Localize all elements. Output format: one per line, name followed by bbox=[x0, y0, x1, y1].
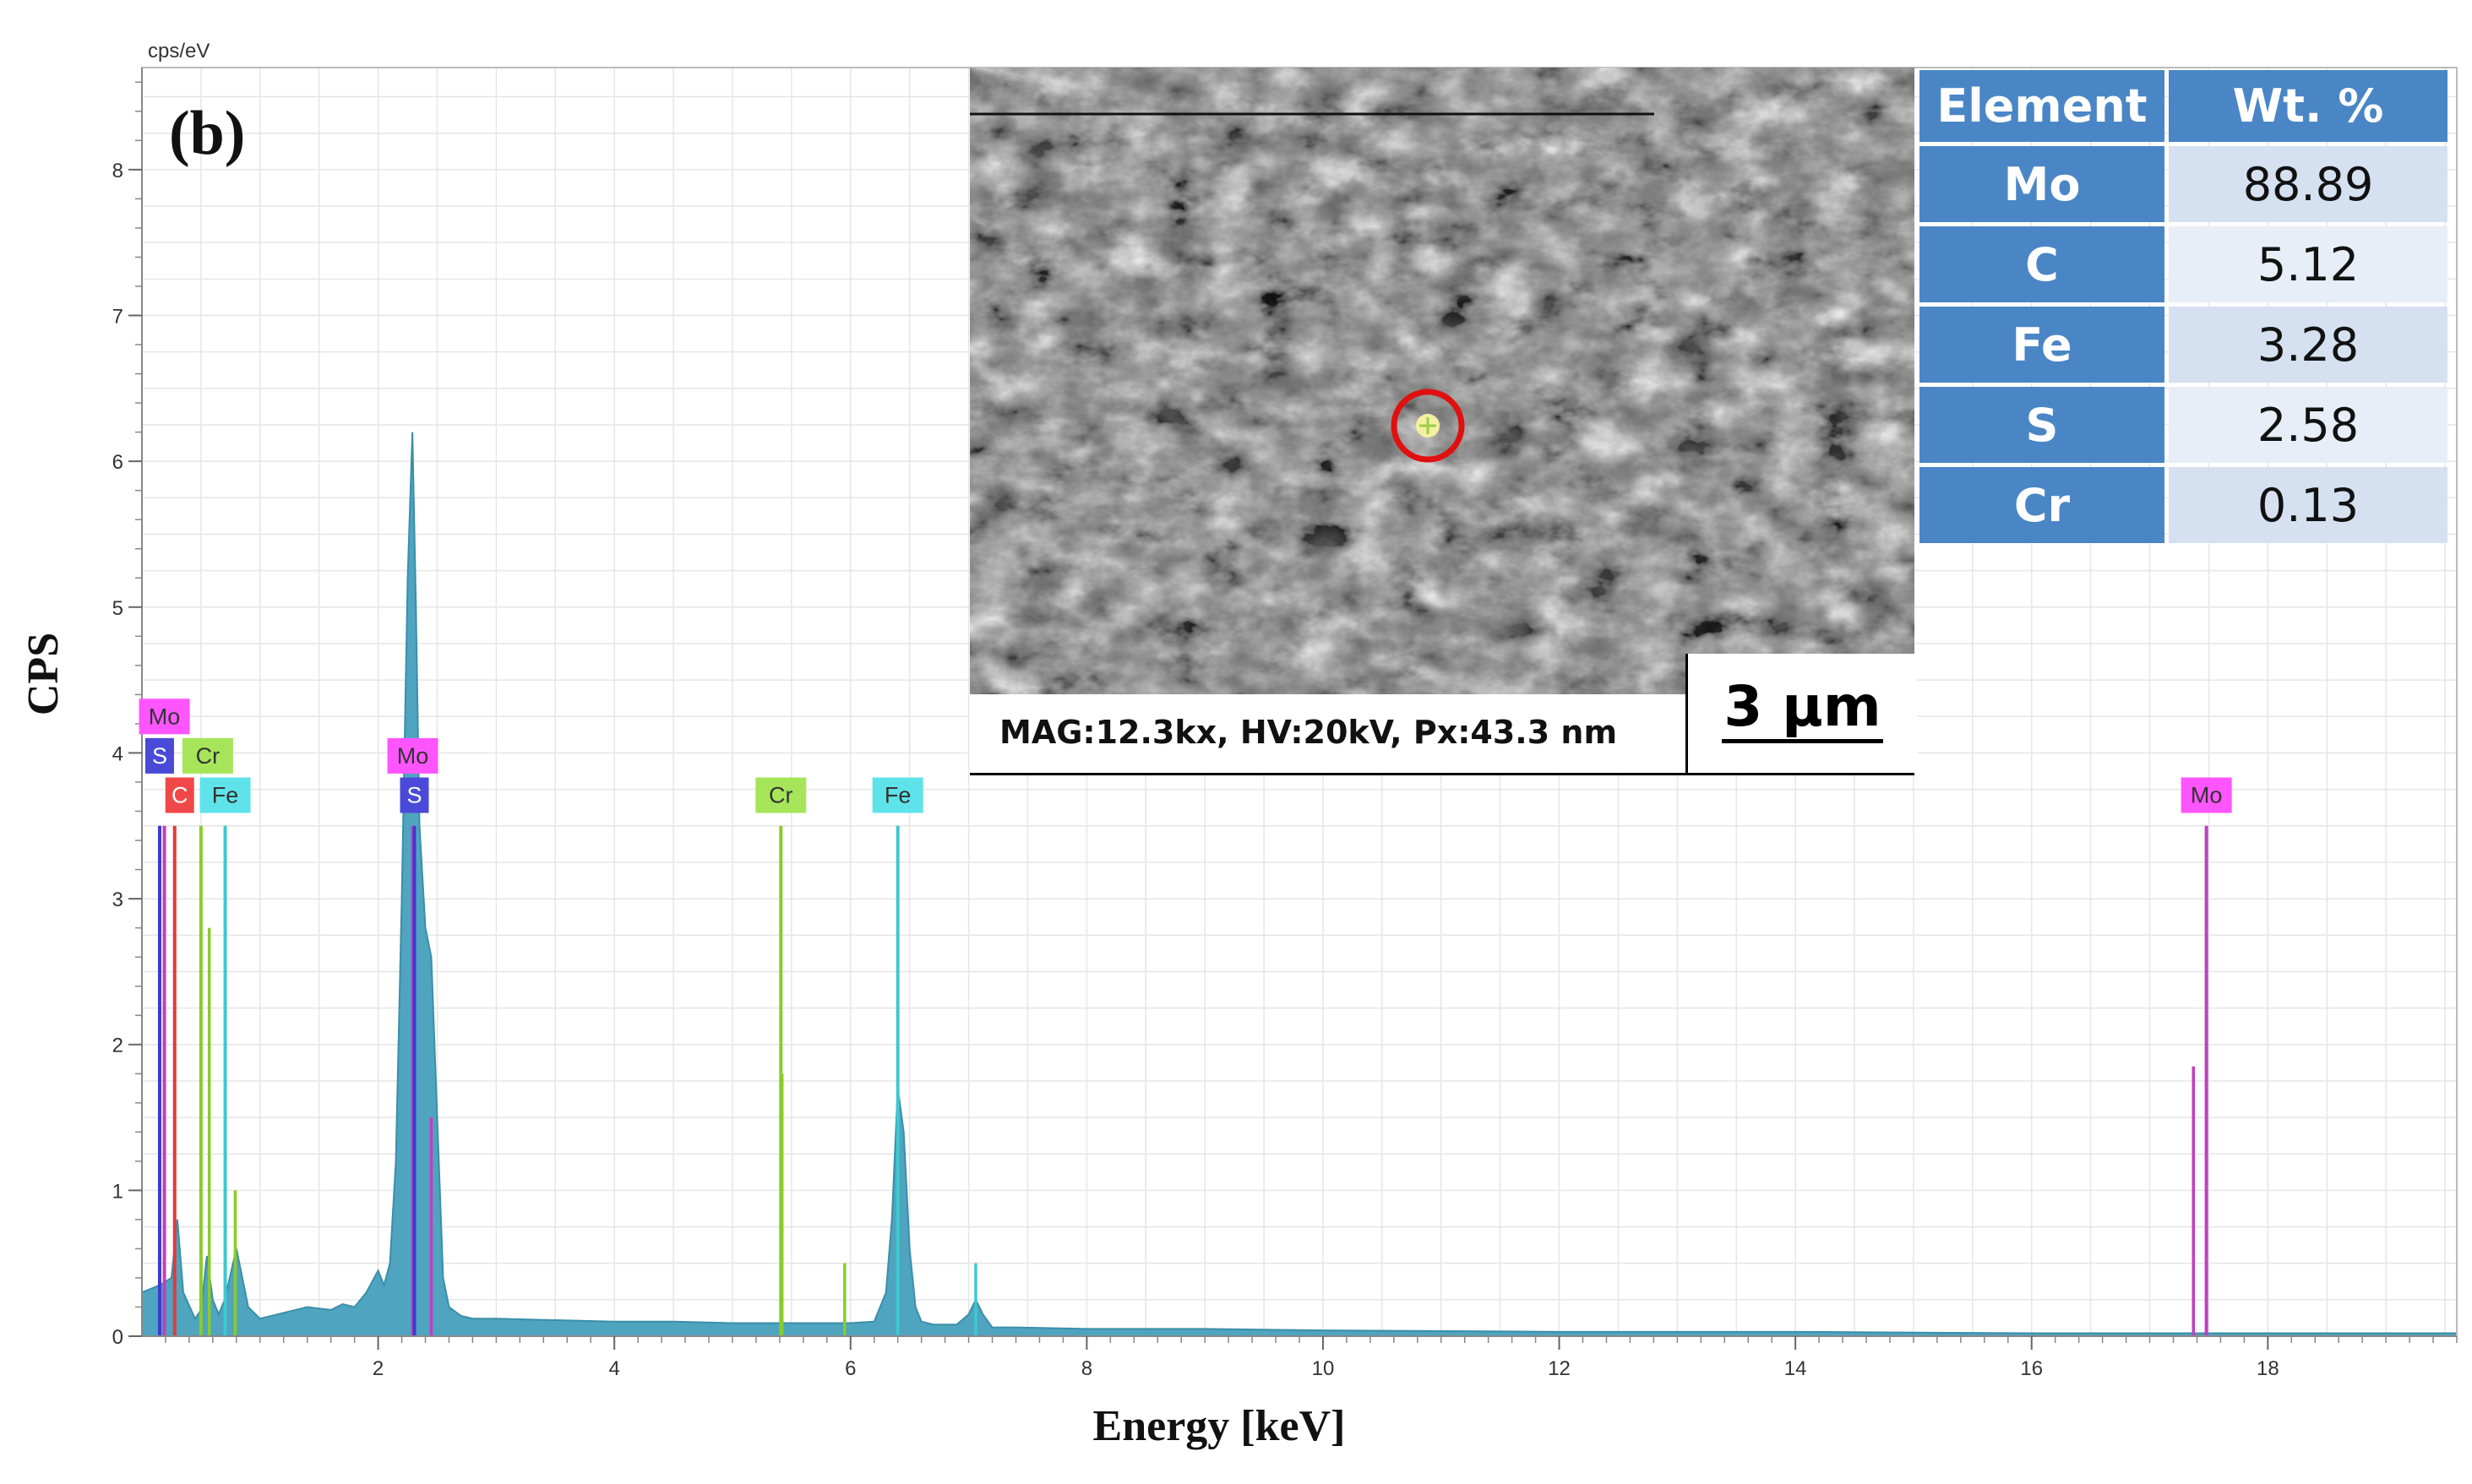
element-label-box bbox=[387, 737, 438, 774]
element-label-fe: Fe bbox=[872, 777, 923, 813]
panel-label: (b) bbox=[169, 99, 245, 168]
element-cell: Mo bbox=[1919, 146, 2164, 222]
weight-cell: 2.58 bbox=[2169, 387, 2447, 463]
scale-bar-label: 3 µm bbox=[1688, 674, 1917, 743]
sem-caption: MAG:12.3kx, HV:20kV, Px:43.3 nm bbox=[999, 714, 1618, 751]
y-unit-label: cps/eV bbox=[148, 40, 210, 63]
table-row: Mo 88.89 bbox=[1919, 146, 2447, 222]
element-label-text: Cr bbox=[196, 743, 221, 769]
header-weight-percent: Wt. % bbox=[2169, 70, 2447, 142]
element-label-box bbox=[755, 777, 807, 813]
element-label-text: Fe bbox=[885, 782, 912, 807]
y-axis-title: CPS bbox=[19, 633, 68, 715]
element-label-text: C bbox=[172, 782, 188, 807]
element-label-text: S bbox=[152, 743, 167, 769]
x-tick-label: 4 bbox=[609, 1357, 620, 1380]
header-element: Element bbox=[1919, 70, 2164, 142]
element-cell: S bbox=[1919, 387, 2164, 463]
element-line-markers bbox=[157, 825, 2208, 1336]
element-cell: Fe bbox=[1919, 307, 2164, 383]
x-tick-label: 8 bbox=[1081, 1357, 1092, 1380]
element-label-box bbox=[2181, 777, 2232, 813]
weight-cell: 0.13 bbox=[2169, 467, 2447, 543]
element-label-mo: Mo bbox=[387, 737, 438, 774]
element-label-s: S bbox=[144, 737, 174, 774]
y-tick-label: 8 bbox=[112, 160, 123, 182]
element-label-box bbox=[165, 777, 194, 813]
sem-micrograph-inset: MAG:12.3kx, HV:20kV, Px:43.3 nm 3 µm bbox=[970, 68, 1917, 775]
spectrum-series bbox=[141, 432, 2458, 1337]
spectrum-area bbox=[141, 432, 2458, 1337]
element-label-cr: Cr bbox=[182, 737, 233, 774]
x-tick-label: 14 bbox=[1784, 1357, 1807, 1380]
y-tick-label: 7 bbox=[112, 305, 123, 328]
y-tick-label: 5 bbox=[112, 597, 123, 620]
weight-cell: 88.89 bbox=[2169, 146, 2447, 222]
element-label-text: Mo bbox=[2191, 782, 2223, 807]
table-row: Cr 0.13 bbox=[1919, 467, 2447, 543]
element-label-box bbox=[144, 737, 174, 774]
y-tick-label: 2 bbox=[112, 1035, 123, 1057]
table-header-row: Element Wt. % bbox=[1919, 70, 2447, 142]
x-tick-label: 10 bbox=[1312, 1357, 1335, 1380]
x-axis-title: Energy [keV] bbox=[1093, 1402, 1346, 1450]
element-label-box bbox=[872, 777, 923, 813]
element-label-cr: Cr bbox=[755, 777, 807, 813]
x-tick-label: 12 bbox=[1548, 1357, 1571, 1380]
y-tick-label: 4 bbox=[112, 742, 123, 765]
composition-table: Element Wt. % Mo 88.89 C 5.12 Fe 3.28 S … bbox=[1915, 66, 2452, 547]
element-label-text: Cr bbox=[769, 782, 793, 807]
element-cell: Cr bbox=[1919, 467, 2164, 543]
y-tick-label: 6 bbox=[112, 451, 123, 474]
x-tick-label: 2 bbox=[373, 1357, 384, 1380]
element-label-box bbox=[182, 737, 233, 774]
element-label-text: Mo bbox=[149, 704, 181, 729]
element-label-box bbox=[199, 777, 251, 813]
element-cell: C bbox=[1919, 226, 2164, 302]
element-label-text: Fe bbox=[212, 782, 239, 807]
y-tick-label: 1 bbox=[112, 1180, 123, 1203]
element-label-text: S bbox=[407, 782, 422, 807]
weight-cell: 5.12 bbox=[2169, 226, 2447, 302]
x-tick-label: 16 bbox=[2020, 1357, 2043, 1380]
table-row: C 5.12 bbox=[1919, 226, 2447, 302]
table-row: S 2.58 bbox=[1919, 387, 2447, 463]
y-tick-label: 0 bbox=[112, 1326, 123, 1349]
element-label-c: C bbox=[165, 777, 194, 813]
x-tick-label: 6 bbox=[845, 1357, 856, 1380]
weight-cell: 3.28 bbox=[2169, 307, 2447, 383]
element-label-fe: Fe bbox=[199, 777, 251, 813]
element-label-box bbox=[400, 777, 429, 813]
sem-micrograph-image bbox=[970, 68, 1914, 694]
y-tick-label: 3 bbox=[112, 889, 123, 911]
element-label-s: S bbox=[400, 777, 429, 813]
table-row: Fe 3.28 bbox=[1919, 307, 2447, 383]
element-label-text: Mo bbox=[397, 743, 429, 769]
element-label-mo: Mo bbox=[2181, 777, 2232, 813]
element-label-mo: Mo bbox=[139, 699, 190, 735]
scale-bar-box: 3 µm bbox=[1685, 654, 1917, 773]
x-tick-label: 18 bbox=[2257, 1357, 2279, 1380]
element-label-box bbox=[139, 699, 190, 735]
analysis-point-marker bbox=[1391, 389, 1465, 463]
